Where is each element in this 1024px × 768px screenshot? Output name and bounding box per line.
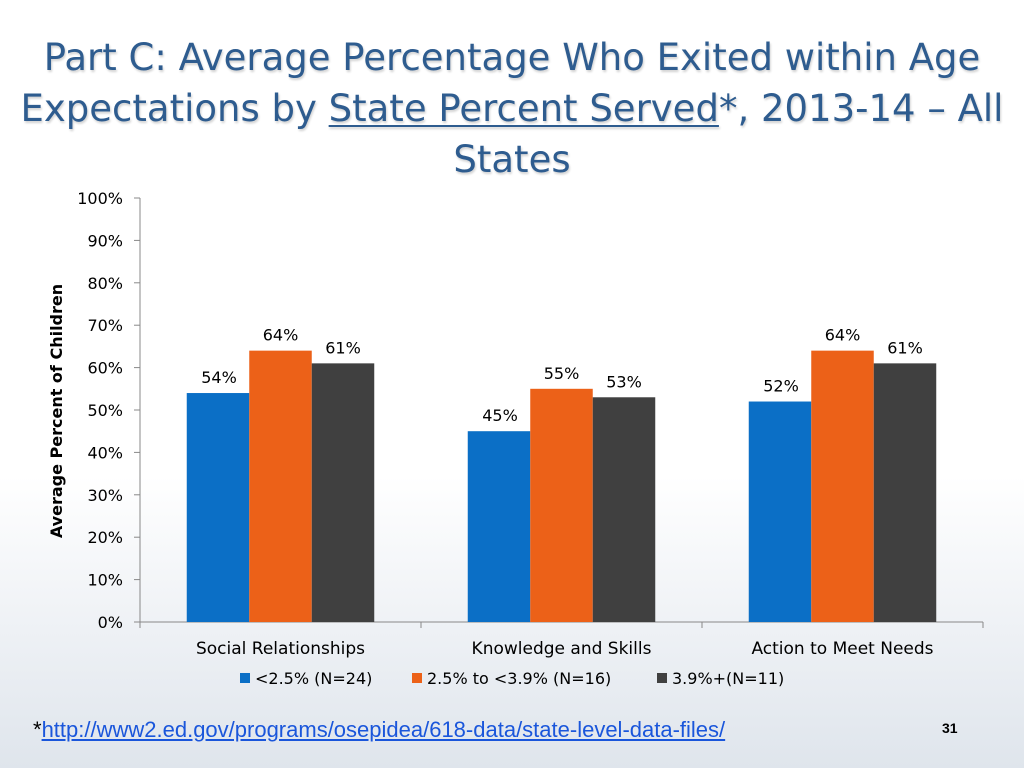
legend-label: <2.5% (N=24) (255, 669, 372, 688)
data-label: 64% (263, 326, 299, 345)
bar (873, 363, 937, 622)
legend-swatch (412, 673, 422, 683)
legend-swatch (657, 673, 667, 683)
title-part2: *, 2013-14 – All States (453, 87, 1004, 181)
x-tick-label: Social Relationships (196, 639, 365, 659)
y-axis-title: Average Percent of Children (47, 284, 66, 538)
legend-swatch (240, 673, 250, 683)
footnote: *http://www2.ed.gov/programs/osepidea/61… (33, 717, 725, 743)
bar (249, 350, 312, 622)
data-label: 61% (887, 338, 923, 357)
y-tick-label: 100% (77, 189, 123, 208)
bar (186, 393, 250, 622)
bar (467, 431, 531, 622)
data-label: 45% (482, 406, 518, 425)
x-tick-label: Action to Meet Needs (751, 639, 933, 659)
y-tick-label: 30% (87, 486, 123, 505)
y-tick-label: 60% (87, 359, 123, 378)
x-tick-label: Knowledge and Skills (472, 639, 652, 659)
slide-title: Part C: Average Percentage Who Exited wi… (20, 32, 1004, 185)
y-tick-label: 80% (87, 274, 123, 293)
y-tick-label: 0% (98, 613, 123, 632)
title-part1: Part C: Average Percentage Who Exited wi… (20, 36, 981, 130)
footnote-link[interactable]: http://www2.ed.gov/programs/osepidea/618… (41, 717, 726, 742)
data-label: 52% (763, 377, 799, 396)
page-number: 31 (942, 720, 958, 736)
title-underlined: State Percent Served (328, 87, 719, 130)
data-label: 55% (544, 364, 580, 383)
y-tick-label: 10% (87, 571, 123, 590)
bar (748, 401, 812, 622)
legend-label: 2.5% to <3.9% (N=16) (427, 669, 611, 688)
bar (311, 363, 375, 622)
y-tick-label: 50% (87, 401, 123, 420)
y-tick-label: 40% (87, 443, 123, 462)
bar (530, 388, 593, 622)
footnote-marker: * (33, 717, 42, 742)
data-label: 61% (325, 338, 361, 357)
y-tick-label: 20% (87, 528, 123, 547)
bar (811, 350, 874, 622)
bar-chart: 0% 10% 20% 30% 40% 50% 60% 70% 80% 90% 100% Average… (47, 189, 984, 688)
legend-label: 3.9%+(N=11) (672, 669, 784, 688)
data-label: 54% (201, 368, 237, 387)
bar (592, 397, 656, 622)
data-label: 53% (606, 372, 642, 391)
data-label: 64% (825, 326, 861, 345)
y-tick-label: 70% (87, 316, 123, 335)
y-tick-label: 90% (87, 231, 123, 250)
